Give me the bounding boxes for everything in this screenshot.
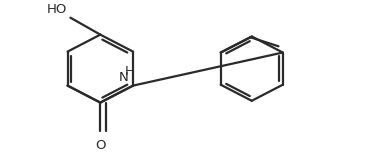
Text: O: O	[95, 139, 106, 152]
Text: N: N	[118, 71, 128, 84]
Text: HO: HO	[47, 3, 68, 16]
Text: H: H	[125, 65, 135, 78]
